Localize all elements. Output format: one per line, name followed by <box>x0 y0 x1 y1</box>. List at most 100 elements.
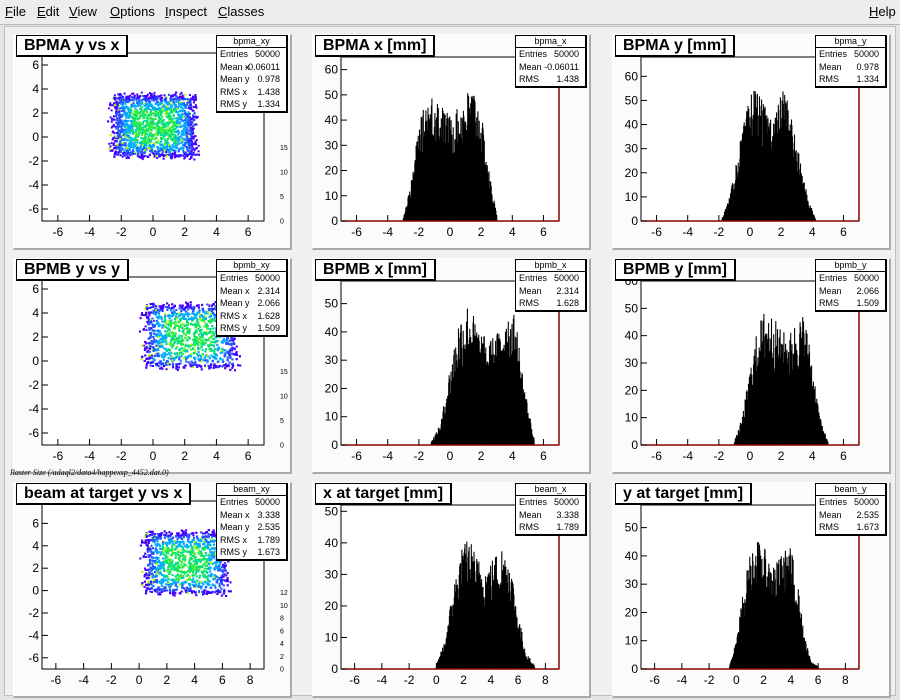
density-point <box>115 121 118 124</box>
y-tick-label: -2 <box>28 154 39 168</box>
density-point <box>232 353 235 356</box>
menu-inspect[interactable]: Inspect <box>165 4 207 19</box>
density-point <box>123 142 126 145</box>
density-point <box>126 126 129 129</box>
density-point <box>153 94 156 97</box>
density-point <box>164 131 167 134</box>
density-point <box>136 95 139 98</box>
density-point <box>154 97 157 100</box>
density-point <box>193 312 195 315</box>
stats-label: RMS y <box>220 99 247 109</box>
density-point <box>153 110 156 113</box>
density-point <box>204 315 207 318</box>
density-point <box>165 115 168 118</box>
density-point <box>124 107 127 110</box>
density-point <box>148 96 151 99</box>
density-point <box>116 104 119 107</box>
density-point <box>207 307 210 310</box>
density-point <box>133 141 136 144</box>
pad-bpma-y[interactable]: -6 -4 -2 0 2 4 6 0 10 20 30 40 50 60 BPMA y [mm] bpma_y… <box>612 34 891 250</box>
stats-value: 50000 <box>853 49 879 59</box>
density-point <box>155 113 158 116</box>
root-canvas[interactable]: 0 5 10 15 -6 -4 -2 0 2 4 6 -6 -4 -2 0 2 4 6 BPMA y vs x bpm… <box>4 26 896 698</box>
menu-edit[interactable]: Edit <box>37 4 60 19</box>
menu-classes[interactable]: Classes <box>218 4 265 19</box>
density-point <box>222 349 225 352</box>
menu-options[interactable]: Options <box>110 4 155 19</box>
menu-view[interactable]: View <box>69 4 97 19</box>
menu-file[interactable]: File <box>5 4 26 19</box>
density-point <box>176 130 179 133</box>
density-point <box>221 347 224 350</box>
pad-bpma-xy[interactable]: 0 5 10 15 -6 -4 -2 0 2 4 6 -6 -4 -2 0 2 4 6 BPMA y vs x bpm… <box>13 34 292 250</box>
density-point <box>190 123 193 126</box>
density-point <box>176 121 179 124</box>
density-point <box>183 350 186 353</box>
density-point <box>118 144 121 146</box>
stats-label: Entries <box>819 49 848 59</box>
density-point <box>226 356 229 359</box>
pad-bpmb-xy[interactable]: 0 5 10 15 -6 -4 -2 0 2 4 6 -6 -4 -2 0 2 4 6 BPMB y vs y bpm… <box>13 258 292 474</box>
density-point <box>212 367 215 369</box>
density-point <box>115 115 118 118</box>
density-point <box>163 123 166 126</box>
density-point <box>190 97 193 100</box>
density-point <box>127 139 130 142</box>
density-point <box>172 110 175 112</box>
density-point <box>145 342 148 345</box>
density-point <box>147 106 149 109</box>
density-point <box>151 135 154 138</box>
density-point <box>158 142 161 145</box>
density-point <box>138 117 141 120</box>
density-point <box>144 96 147 99</box>
density-point <box>165 133 168 136</box>
density-point <box>164 98 166 101</box>
density-point <box>160 130 163 133</box>
density-point <box>142 137 145 139</box>
x-tick-label: 2 <box>778 225 785 239</box>
density-point <box>174 138 177 141</box>
density-point <box>185 113 188 116</box>
density-point <box>190 117 193 120</box>
density-point <box>173 130 176 133</box>
density-point <box>165 361 167 364</box>
pad-bpma-x[interactable]: -6 -4 -2 0 2 4 6 0 10 20 30 40 50 60 BPMA x [mm] bpma_x… <box>312 34 591 250</box>
density-point <box>228 343 231 346</box>
density-point <box>180 103 183 106</box>
density-point <box>214 348 217 351</box>
density-point <box>221 348 224 351</box>
stats-box: bpma_y Entries 50000 Mean 0.978 RMS 1.334 <box>815 35 887 88</box>
density-point <box>159 308 162 311</box>
density-point <box>182 348 185 351</box>
density-point <box>136 101 139 104</box>
density-point <box>182 150 185 153</box>
density-point <box>144 98 147 101</box>
density-point <box>117 123 120 126</box>
density-point <box>130 104 133 107</box>
density-point <box>166 353 169 356</box>
density-point <box>164 330 167 333</box>
density-point <box>116 106 119 108</box>
density-point <box>183 125 186 127</box>
density-point <box>173 117 176 120</box>
density-point <box>183 347 186 350</box>
density-point <box>127 106 129 109</box>
y-tick-label: 60 <box>625 69 639 83</box>
density-point <box>127 148 130 150</box>
density-point <box>198 153 200 156</box>
density-point <box>141 109 144 112</box>
density-point <box>144 135 146 138</box>
density-point <box>164 108 167 111</box>
density-point <box>212 341 215 344</box>
density-point <box>208 357 211 360</box>
density-point <box>119 129 121 132</box>
density-point <box>164 138 167 141</box>
density-point <box>144 136 147 139</box>
menu-help[interactable]: Help <box>869 4 896 19</box>
density-point <box>147 337 150 340</box>
density-point <box>147 350 150 353</box>
density-point <box>158 107 161 109</box>
density-point <box>138 131 141 134</box>
stats-label: RMS x <box>220 86 247 97</box>
density-point <box>125 156 128 159</box>
